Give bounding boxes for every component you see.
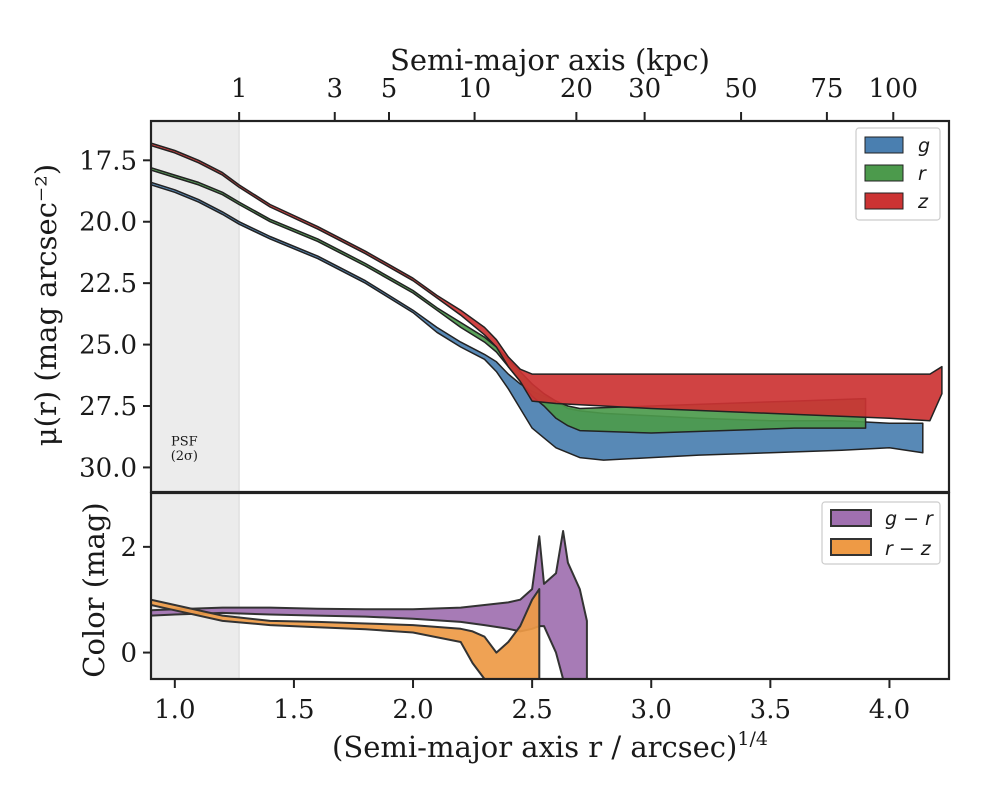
top-x-tick-label: 5	[381, 74, 398, 104]
legend-label-z: z	[917, 191, 929, 213]
y-tick-label: 20.0	[79, 208, 137, 238]
psf-region-bottom	[151, 494, 240, 679]
color-y-tick-label: 0	[120, 639, 137, 669]
color-y-tick-label: 2	[120, 533, 137, 563]
top-x-tick-label: 75	[810, 74, 843, 104]
y-tick-label: 27.5	[79, 392, 137, 422]
color-series	[151, 530, 588, 679]
y-tick-label: 22.5	[79, 269, 137, 299]
legend-swatch-g	[864, 136, 904, 154]
y-tick-label: 17.5	[79, 146, 137, 176]
series-band-z	[151, 142, 943, 422]
top-x-tick-label: 1	[231, 74, 248, 104]
legend-swatch-r	[864, 164, 904, 182]
x-tick-label: 2.5	[511, 695, 552, 725]
x-tick-label: 3.0	[631, 695, 672, 725]
bottom-x-axis-label: (Semi-major axis r / arcsec)1/4	[332, 728, 768, 764]
legend-swatch-g-r	[830, 509, 872, 527]
legend-label-g: g	[918, 135, 930, 157]
x-tick-label: 1.0	[154, 695, 195, 725]
psf-label: PSF	[171, 434, 198, 449]
surface-brightness-y-axis-label: μ(r) (mag arcsec⁻²)	[29, 164, 63, 446]
top-x-tick-label: 30	[628, 74, 661, 104]
bottom-x-axis-label-base: (Semi-major axis r / arcsec)	[332, 730, 737, 764]
top-x-tick-label: 50	[725, 74, 758, 104]
color-y-axis-label: Color (mag)	[77, 502, 111, 677]
y-tick-label: 30.0	[79, 453, 137, 483]
legend-swatch-r-z	[830, 538, 872, 556]
color-legend: g − r r − z	[821, 501, 941, 565]
x-tick-label: 4.0	[869, 695, 910, 725]
top-x-tick-label: 10	[458, 74, 491, 104]
axis-ticks: 17.5 20.0 22.5 25.0 27.5 30.0 0 2 1.0 1.5 2.0 2.5 3.…	[79, 74, 918, 725]
top-x-tick-label: 20	[560, 74, 593, 104]
surface-brightness-series	[151, 142, 943, 461]
x-tick-label: 1.5	[273, 695, 314, 725]
bottom-x-axis-label-exponent: 1/4	[737, 728, 768, 750]
surface-brightness-legend: g r z	[855, 127, 941, 221]
top-x-axis-label: Semi-major axis (kpc)	[390, 43, 710, 77]
series-band-g	[151, 181, 924, 461]
top-x-tick-label: 3	[326, 74, 343, 104]
psf-sigma-label: (2σ)	[171, 449, 198, 464]
y-tick-label: 25.0	[79, 331, 137, 361]
top-x-tick-label: 100	[868, 74, 918, 104]
x-tick-label: 2.0	[392, 695, 433, 725]
legend-swatch-z	[864, 192, 904, 210]
legend-label-r: r	[918, 163, 927, 185]
series-band-r-z	[151, 588, 541, 679]
x-tick-label: 3.5	[750, 695, 791, 725]
legend-label-r-z: r − z	[885, 538, 932, 560]
color-panel-frame	[149, 491, 951, 681]
series-band-g-r	[151, 530, 588, 679]
legend-label-g-r: g − r	[885, 508, 934, 530]
